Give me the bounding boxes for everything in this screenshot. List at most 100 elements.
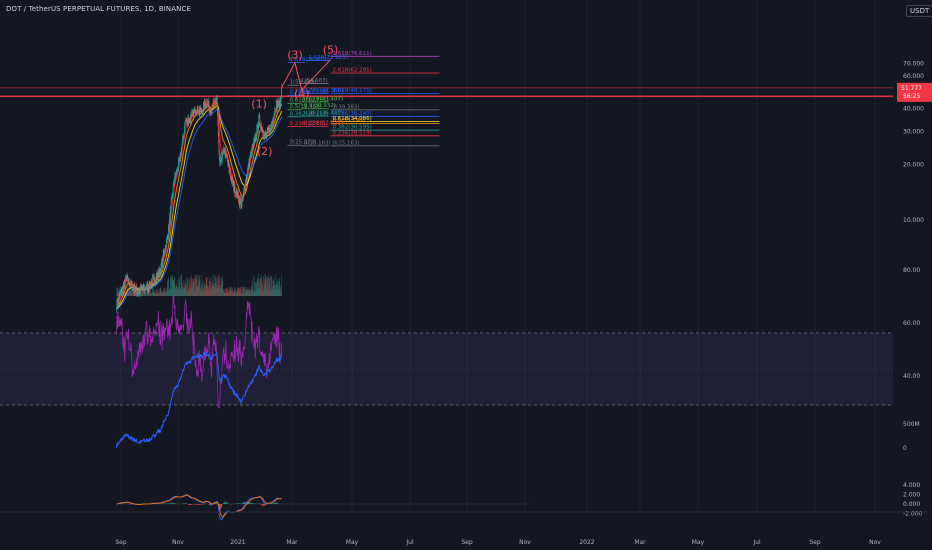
candle-body-198 — [190, 120, 191, 123]
candle-body-160 — [176, 170, 177, 173]
macd-hist-357 — [249, 502, 251, 504]
volume-bar-137 — [167, 280, 169, 296]
candle-body-433 — [278, 100, 279, 106]
candle-body-211 — [195, 112, 196, 115]
candle-body-60 — [138, 292, 140, 293]
currency-badge[interactable]: USDT — [906, 5, 932, 17]
candle-body-322 — [236, 189, 238, 198]
candle-body-115 — [159, 268, 160, 274]
candle-body-403 — [266, 129, 268, 133]
candle-body-338 — [242, 196, 244, 199]
price-axis[interactable]: 70.00060.00050.00040.00030.00020.00010.0… — [893, 0, 932, 550]
candle-body-138 — [167, 237, 169, 240]
macd-tick-1: 2.000 — [903, 492, 920, 499]
volume-bar-120 — [161, 292, 162, 296]
volume-bar-393 — [263, 276, 264, 296]
candle-body-177 — [182, 135, 184, 140]
volume-bar-88 — [149, 292, 150, 296]
fib-label-23: 0(25.372) — [290, 140, 317, 146]
volume-bar-244 — [207, 277, 209, 296]
candle-body-71 — [142, 287, 144, 290]
candle-body-373 — [255, 134, 257, 138]
candle-body-360 — [250, 150, 252, 154]
volume-bar-140 — [168, 291, 170, 296]
volume-bar-208 — [194, 290, 195, 296]
candle-body-143 — [169, 215, 171, 221]
volume-bar-307 — [231, 286, 232, 296]
volume-bar-398 — [265, 274, 266, 296]
volume-bar-73 — [143, 290, 145, 296]
candle-body-275 — [219, 151, 220, 160]
volume-bar-173 — [180, 275, 182, 296]
macd-hist-214 — [196, 504, 197, 505]
macd-hist-251 — [210, 504, 211, 506]
volume-bar-421 — [273, 278, 275, 296]
candle-body-196 — [189, 117, 191, 123]
macd-hist-196 — [189, 504, 191, 506]
candle-body-243 — [207, 102, 208, 106]
volume-bar-172 — [180, 274, 182, 296]
volume-bar-163 — [177, 290, 178, 296]
candle-body-406 — [268, 128, 269, 130]
macd-hist-387 — [261, 504, 262, 506]
candle-body-9 — [119, 294, 121, 296]
volume-bar-264 — [214, 275, 216, 296]
candle-body-176 — [182, 139, 183, 145]
time-axis[interactable]: Sep Nov 2021 Mar May Jul Sep Nov 2022 Mar May Jul Se… — [0, 511, 932, 546]
candle-body-402 — [266, 132, 268, 136]
macd-hist-423 — [274, 502, 276, 504]
volume-bar-277 — [219, 277, 221, 296]
candle-body-293 — [225, 150, 227, 154]
candle-body-374 — [256, 136, 257, 138]
volume-bar-251 — [210, 285, 211, 296]
candle-body-242 — [206, 105, 208, 107]
wave-label-2: (3) — [287, 49, 303, 62]
symbol-title[interactable]: DOT / TetherUS PERPETUAL FUTURES, 1D, BI… — [6, 5, 191, 13]
candle-body-297 — [227, 160, 228, 164]
candle-body-371 — [254, 136, 256, 142]
candle-body-77 — [144, 287, 146, 290]
candle-body-335 — [241, 201, 243, 208]
candle-body-25 — [125, 277, 127, 279]
volume-bar-99 — [153, 289, 154, 296]
macd-hist-340 — [243, 502, 245, 504]
wave-label-1: (2) — [257, 145, 273, 158]
candle-body-235 — [204, 100, 205, 110]
candle-body-281 — [221, 160, 223, 163]
volume-bar-156 — [174, 276, 176, 296]
volume-bar-406 — [268, 291, 269, 296]
volume-bar-285 — [222, 288, 224, 296]
candle-body-52 — [135, 288, 137, 292]
candle-body-216 — [196, 108, 198, 115]
volume-bar-105 — [155, 293, 157, 296]
candle-body-61 — [138, 290, 140, 293]
volume-bar-74 — [143, 290, 145, 296]
candle-body-182 — [184, 125, 185, 133]
wave-label-3: (4) — [294, 87, 310, 100]
volume-bar-339 — [243, 286, 244, 296]
volume-bar-168 — [179, 283, 180, 296]
volume-bar-134 — [166, 291, 167, 296]
macd-hist-230 — [202, 504, 203, 505]
candle-body-430 — [277, 102, 278, 110]
volume-bar-289 — [224, 292, 225, 296]
candle-body-101 — [153, 277, 155, 282]
volume-bar-115 — [159, 288, 160, 296]
volume-bar-410 — [269, 274, 271, 296]
candle-body-306 — [230, 176, 232, 179]
volume-bar-141 — [168, 290, 170, 296]
candle-body-38 — [130, 280, 132, 286]
volume-bar-330 — [239, 287, 241, 296]
candle-body-252 — [210, 110, 212, 114]
candle-body-124 — [162, 256, 164, 262]
candle-body-326 — [238, 195, 239, 202]
volume-bar-248 — [209, 280, 210, 296]
macd-hist-419 — [272, 503, 274, 504]
candle-body-320 — [235, 190, 237, 197]
macd-hist-425 — [275, 502, 276, 504]
volume-bar-114 — [158, 292, 160, 296]
macd-hist-231 — [202, 504, 204, 505]
volume-bar-207 — [193, 277, 195, 296]
volume-bar-275 — [219, 285, 220, 296]
